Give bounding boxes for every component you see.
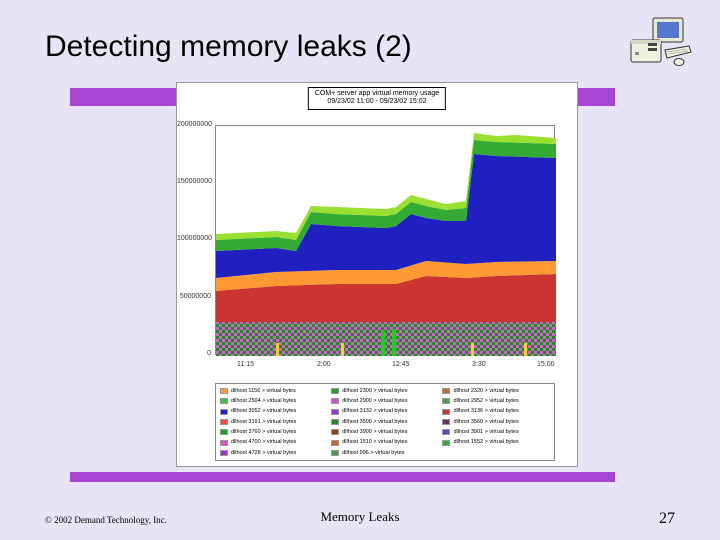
legend-item: dllhost 3900 > virtual bytes bbox=[329, 427, 440, 437]
legend-item: dllhost 3500 > virtual bytes bbox=[329, 417, 440, 427]
legend-label: dllhost 3132 > virtual bytes bbox=[342, 408, 407, 415]
legend-swatch bbox=[331, 419, 339, 425]
legend-label: dllhost 2504 > virtual bytes bbox=[231, 398, 296, 405]
stacked-area-chart bbox=[216, 126, 556, 356]
footer-copyright: © 2002 Demand Technology, Inc. bbox=[45, 515, 167, 525]
legend-label: dllhost 2320 > virtual bytes bbox=[453, 388, 518, 395]
slide-title: Detecting memory leaks (2) bbox=[45, 30, 412, 64]
accent-bar-bottom bbox=[70, 472, 615, 482]
legend-label: dllhost 996 > virtual bytes bbox=[342, 450, 404, 457]
legend-item: dllhost 1552 > virtual bytes bbox=[440, 437, 551, 447]
legend-swatch bbox=[220, 419, 228, 425]
legend-item: dllhost 3560 > virtual bytes bbox=[440, 417, 551, 427]
chart-title-line2: 09/23/02 11:00 - 09/23/02 15:02 bbox=[315, 98, 439, 106]
legend-item: dllhost 4700 > virtual bytes bbox=[218, 437, 329, 447]
legend-swatch bbox=[331, 429, 339, 435]
legend-swatch bbox=[442, 398, 450, 404]
legend-label: dllhost 3052 > virtual bytes bbox=[231, 408, 296, 415]
legend-swatch bbox=[220, 388, 228, 394]
legend-item: dllhost 3132 > virtual bytes bbox=[329, 407, 440, 417]
legend-item: dllhost 4728 > virtual bytes bbox=[218, 448, 329, 458]
legend-swatch bbox=[220, 398, 228, 404]
legend-label: dllhost 3901 > virtual bytes bbox=[453, 429, 518, 436]
legend-label: dllhost 3191 > virtual bytes bbox=[231, 419, 296, 426]
legend-label: dllhost 3560 > virtual bytes bbox=[453, 419, 518, 426]
y-axis-label: 200000000 bbox=[177, 121, 211, 128]
legend-swatch bbox=[442, 388, 450, 394]
legend-swatch bbox=[331, 398, 339, 404]
legend-swatch bbox=[331, 440, 339, 446]
legend-item: dllhost 3191 > virtual bytes bbox=[218, 417, 329, 427]
x-axis-label: 15:00 bbox=[537, 361, 555, 368]
chart-legend: dllhost 1156 > virtual bytes dllhost 2300… bbox=[215, 383, 555, 461]
legend-swatch bbox=[442, 409, 450, 415]
slide-number: 27 bbox=[659, 510, 675, 528]
legend-swatch bbox=[331, 409, 339, 415]
legend-label: dllhost 3900 > virtual bytes bbox=[342, 429, 407, 436]
chart-title: COM+ server app virtual memory usage 09/… bbox=[308, 87, 446, 110]
legend-label: dllhost 3760 > virtual bytes bbox=[231, 429, 296, 436]
legend-item: dllhost 1510 > virtual bytes bbox=[329, 437, 440, 447]
legend-item: dllhost 3136 > virtual bytes bbox=[440, 407, 551, 417]
legend-swatch bbox=[220, 440, 228, 446]
legend-label: dllhost 3136 > virtual bytes bbox=[453, 408, 518, 415]
footer-title: Memory Leaks bbox=[320, 509, 399, 525]
legend-swatch bbox=[331, 388, 339, 394]
legend-label: dllhost 2952 > virtual bytes bbox=[453, 398, 518, 405]
x-axis-label: 12:45 bbox=[392, 361, 410, 368]
legend-label: dllhost 1156 > virtual bytes bbox=[231, 388, 296, 395]
legend-swatch bbox=[331, 450, 339, 456]
plot-area bbox=[215, 125, 555, 355]
legend-item: dllhost 3052 > virtual bytes bbox=[218, 407, 329, 417]
legend-label: dllhost 1552 > virtual bytes bbox=[453, 439, 518, 446]
chart-panel: COM+ server app virtual memory usage 09/… bbox=[176, 82, 578, 467]
legend-label: dllhost 1510 > virtual bytes bbox=[342, 439, 407, 446]
legend-label: dllhost 4700 > virtual bytes bbox=[231, 439, 296, 446]
computer-clipart-icon bbox=[625, 12, 695, 72]
y-axis-label: 150000000 bbox=[177, 178, 211, 185]
legend-item: dllhost 996 > virtual bytes bbox=[329, 448, 440, 458]
legend-swatch bbox=[220, 450, 228, 456]
legend-label: dllhost 2900 > virtual bytes bbox=[342, 398, 407, 405]
legend-item: dllhost 2952 > virtual bytes bbox=[440, 396, 551, 406]
legend-item: dllhost 1156 > virtual bytes bbox=[218, 386, 329, 396]
legend-swatch bbox=[442, 429, 450, 435]
x-axis-label: 2:00 bbox=[317, 361, 331, 368]
legend-item: dllhost 3760 > virtual bytes bbox=[218, 427, 329, 437]
x-axis-label: 3:30 bbox=[472, 361, 486, 368]
legend-item: dllhost 2900 > virtual bytes bbox=[329, 396, 440, 406]
chart-title-line1: COM+ server app virtual memory usage bbox=[315, 90, 439, 98]
legend-item: dllhost 2320 > virtual bytes bbox=[440, 386, 551, 396]
legend-item: dllhost 2300 > virtual bytes bbox=[329, 386, 440, 396]
y-axis-label: 50000000 bbox=[177, 293, 211, 300]
legend-label: dllhost 3500 > virtual bytes bbox=[342, 419, 407, 426]
y-axis-label: 0 bbox=[177, 350, 211, 357]
legend-swatch bbox=[220, 409, 228, 415]
legend-swatch bbox=[220, 429, 228, 435]
x-axis-label: 11:15 bbox=[237, 361, 254, 368]
legend-swatch bbox=[442, 419, 450, 425]
y-axis-label: 100000000 bbox=[177, 235, 211, 242]
legend-item: dllhost 2504 > virtual bytes bbox=[218, 396, 329, 406]
legend-swatch bbox=[442, 440, 450, 446]
legend-item: dllhost 3901 > virtual bytes bbox=[440, 427, 551, 437]
legend-label: dllhost 2300 > virtual bytes bbox=[342, 388, 407, 395]
legend-label: dllhost 4728 > virtual bytes bbox=[231, 450, 296, 457]
